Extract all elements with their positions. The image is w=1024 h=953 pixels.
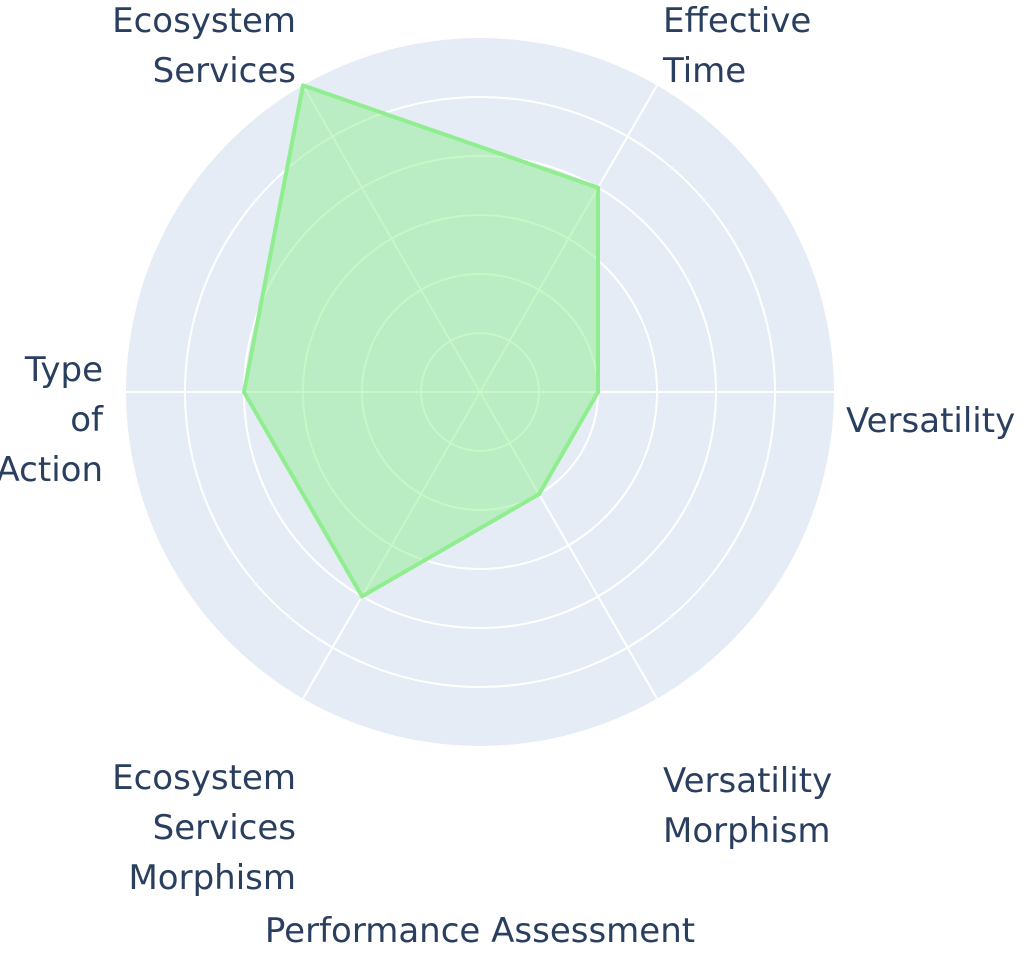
axis-label-line: Versatility <box>663 761 832 801</box>
axis-label-line: Ecosystem <box>112 758 296 798</box>
axis-label-line: Morphism <box>128 858 296 898</box>
axis-label-line: Morphism <box>663 811 831 851</box>
axis-label-line: Services <box>153 808 296 848</box>
axis-label-line: Services <box>153 51 296 91</box>
axis-label-line: Time <box>662 51 746 91</box>
axis-label: Type of Action <box>0 350 104 490</box>
axis-label-line: of <box>70 400 104 440</box>
axis-label: Ecosystem Services Morphism <box>112 758 296 898</box>
axis-label: Effective Time <box>662 1 811 91</box>
axis-label-line: Action <box>0 450 103 490</box>
data-point <box>537 492 541 497</box>
axis-labels: Versatility Effective Time Ecosystem Service… <box>0 1 1015 898</box>
axis-label-line: Effective <box>663 1 811 41</box>
data-point <box>242 390 246 394</box>
data-point <box>596 390 600 394</box>
data-point <box>301 83 305 88</box>
axis-label: Versatility Morphism <box>663 761 832 851</box>
axis-label-line: Type <box>24 350 103 390</box>
axis-label-line: Versatility <box>846 401 1015 441</box>
data-point <box>596 185 600 190</box>
axis-label: Versatility <box>846 401 1015 441</box>
series-layer <box>242 83 600 599</box>
axis-label: Ecosystem Services <box>112 1 296 91</box>
data-point <box>360 594 364 599</box>
axis-label-line: Ecosystem <box>112 1 296 41</box>
chart-title: Performance Assessment <box>265 911 695 948</box>
